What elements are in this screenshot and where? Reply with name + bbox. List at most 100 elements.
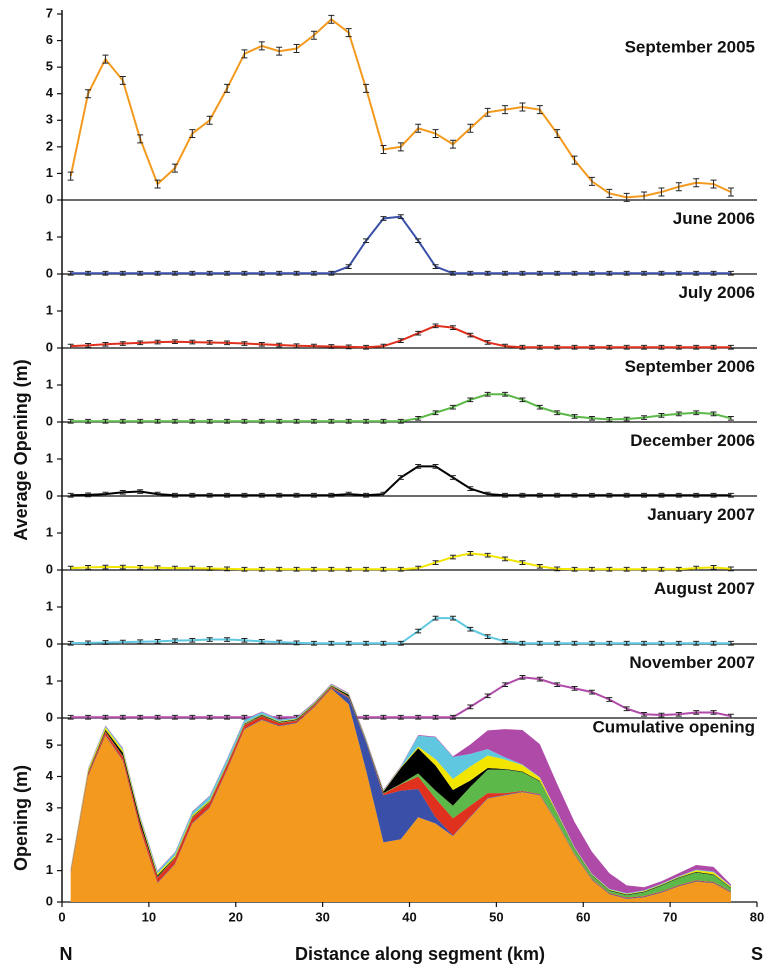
error-bar [484,340,491,345]
error-bar [119,418,126,424]
series-line [70,465,731,497]
error-bar [67,171,74,181]
error-bar [588,492,595,498]
error-bar [710,492,717,498]
x-tick-label: 40 [402,909,416,924]
error-bar [310,566,317,572]
x-end-label: S [751,944,763,964]
y-tick-label: 6 [46,32,53,47]
error-bar [241,49,248,59]
error-bar [328,418,335,424]
error-bar [519,674,526,680]
error-bar [258,639,265,644]
series-line [70,676,732,719]
error-bar [397,566,404,572]
error-bar [675,566,682,572]
error-bar [432,410,439,416]
y-tick-label: 0 [46,561,53,576]
error-bar [102,341,109,347]
error-bar [623,566,630,572]
error-bar [675,344,682,350]
error-bar [675,411,682,417]
error-bar [258,566,265,572]
error-bar [710,344,717,350]
error-bar [328,640,335,646]
error-bar [693,640,700,646]
error-bar [363,640,370,646]
error-bar [206,340,213,345]
error-bar [171,418,178,424]
error-bar [363,714,370,720]
error-bar [154,565,161,571]
y-tick-label: 1 [46,228,53,243]
error-bar [154,270,161,276]
error-bar [310,270,317,276]
error-bar [397,142,404,152]
error-bar [171,638,178,644]
error-bar [363,83,370,93]
error-bar [67,565,74,571]
error-bar [415,330,422,336]
error-bar [224,566,231,572]
panel-title: December 2006 [630,431,755,450]
error-bar [119,341,126,346]
error-bar [224,340,231,346]
stack-y-axis-label: Opening (m) [11,765,31,871]
error-bar [519,397,526,403]
error-bar [641,711,648,717]
error-bar [502,105,509,115]
error-bar [554,682,561,688]
error-bar [606,417,613,422]
error-bar [189,270,196,276]
series-line [70,393,732,423]
error-bar [467,704,474,710]
error-bar [710,565,717,570]
y-tick-label: 5 [46,737,53,752]
stack-area [70,687,731,899]
error-bar [641,640,648,646]
error-bar [67,640,74,646]
x-tick-label: 70 [663,909,677,924]
y-tick-label: 1 [46,598,53,613]
error-bar [137,340,144,346]
error-bar [658,187,665,197]
error-bar [276,46,283,56]
error-bar [449,139,456,149]
error-bar [328,14,335,24]
error-bar [432,264,439,269]
error-bar [658,270,665,276]
y-tick-label: 0 [46,191,53,206]
error-bar [502,343,509,349]
error-bar [345,28,352,38]
error-bar [467,270,474,276]
error-bar [224,714,231,720]
error-bar [467,332,474,338]
y-tick-label: 4 [46,768,54,783]
error-bar [102,418,109,424]
error-bar [415,714,422,720]
error-bar [85,714,92,720]
y-tick-label: 7 [46,5,53,20]
error-bar [536,404,543,410]
error-bar [310,492,317,498]
error-bar [363,238,370,244]
y-tick-label: 1 [46,450,53,465]
error-bar [502,556,509,562]
error-bar [658,344,665,350]
error-bar [693,178,700,188]
error-bar [137,489,144,494]
error-bar [571,686,578,691]
error-bar [102,714,109,720]
error-bar [606,566,613,572]
error-bar [224,492,231,498]
panel-title: January 2007 [647,505,755,524]
error-bar [345,264,352,269]
error-bar [502,492,509,498]
error-bar [432,714,439,720]
error-bar [484,634,491,639]
error-bar [154,179,161,189]
error-bar [432,129,439,139]
error-bar [328,344,335,349]
error-bar [502,639,509,644]
error-bar [710,710,717,715]
